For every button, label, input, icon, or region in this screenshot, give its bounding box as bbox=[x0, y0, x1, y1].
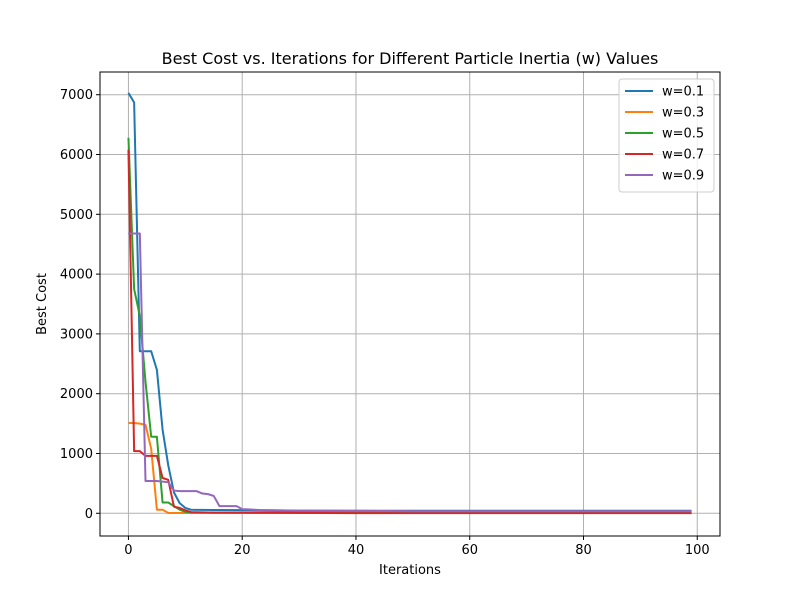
y-tick-label: 3000 bbox=[60, 327, 93, 342]
plot-frame bbox=[99, 71, 721, 537]
legend-label: w=0.7 bbox=[662, 148, 704, 163]
legend: w=0.1 w=0.3 w=0.5 w=0.7 w=0.9 bbox=[618, 78, 715, 193]
y-tick-label: 2000 bbox=[60, 387, 93, 402]
legend-label: w=0.3 bbox=[662, 106, 704, 121]
x-tick-label: 20 bbox=[234, 543, 251, 558]
grid bbox=[100, 72, 720, 536]
x-tick-label: 40 bbox=[348, 543, 365, 558]
legend-box bbox=[618, 78, 715, 193]
series-lines bbox=[127, 92, 692, 515]
x-tick-label: 100 bbox=[685, 543, 710, 558]
x-axis-ticks: 0 20 40 60 80 100 bbox=[124, 536, 710, 558]
y-tick-label: 0 bbox=[85, 507, 93, 522]
x-tick-label: 80 bbox=[575, 543, 592, 558]
x-tick-label: 0 bbox=[124, 543, 132, 558]
y-tick-label: 4000 bbox=[60, 268, 93, 283]
chart-title: Best Cost vs. Iterations for Different P… bbox=[162, 49, 659, 68]
y-tick-label: 7000 bbox=[60, 88, 93, 103]
x-axis-label: Iterations bbox=[379, 563, 441, 578]
legend-label: w=0.5 bbox=[662, 127, 704, 142]
x-tick-label: 60 bbox=[461, 543, 478, 558]
legend-label: w=0.9 bbox=[662, 169, 704, 184]
y-axis-label: Best Cost bbox=[35, 273, 50, 335]
y-tick-label: 6000 bbox=[60, 148, 93, 163]
legend-label: w=0.1 bbox=[662, 85, 704, 100]
y-tick-label: 1000 bbox=[60, 447, 93, 462]
y-tick-label: 5000 bbox=[60, 208, 93, 223]
y-axis-ticks: 0 1000 2000 3000 4000 5000 6000 7000 bbox=[60, 88, 100, 522]
series-line-1 bbox=[128, 421, 692, 514]
series-line-3 bbox=[127, 149, 692, 515]
series-line-4 bbox=[128, 232, 692, 513]
